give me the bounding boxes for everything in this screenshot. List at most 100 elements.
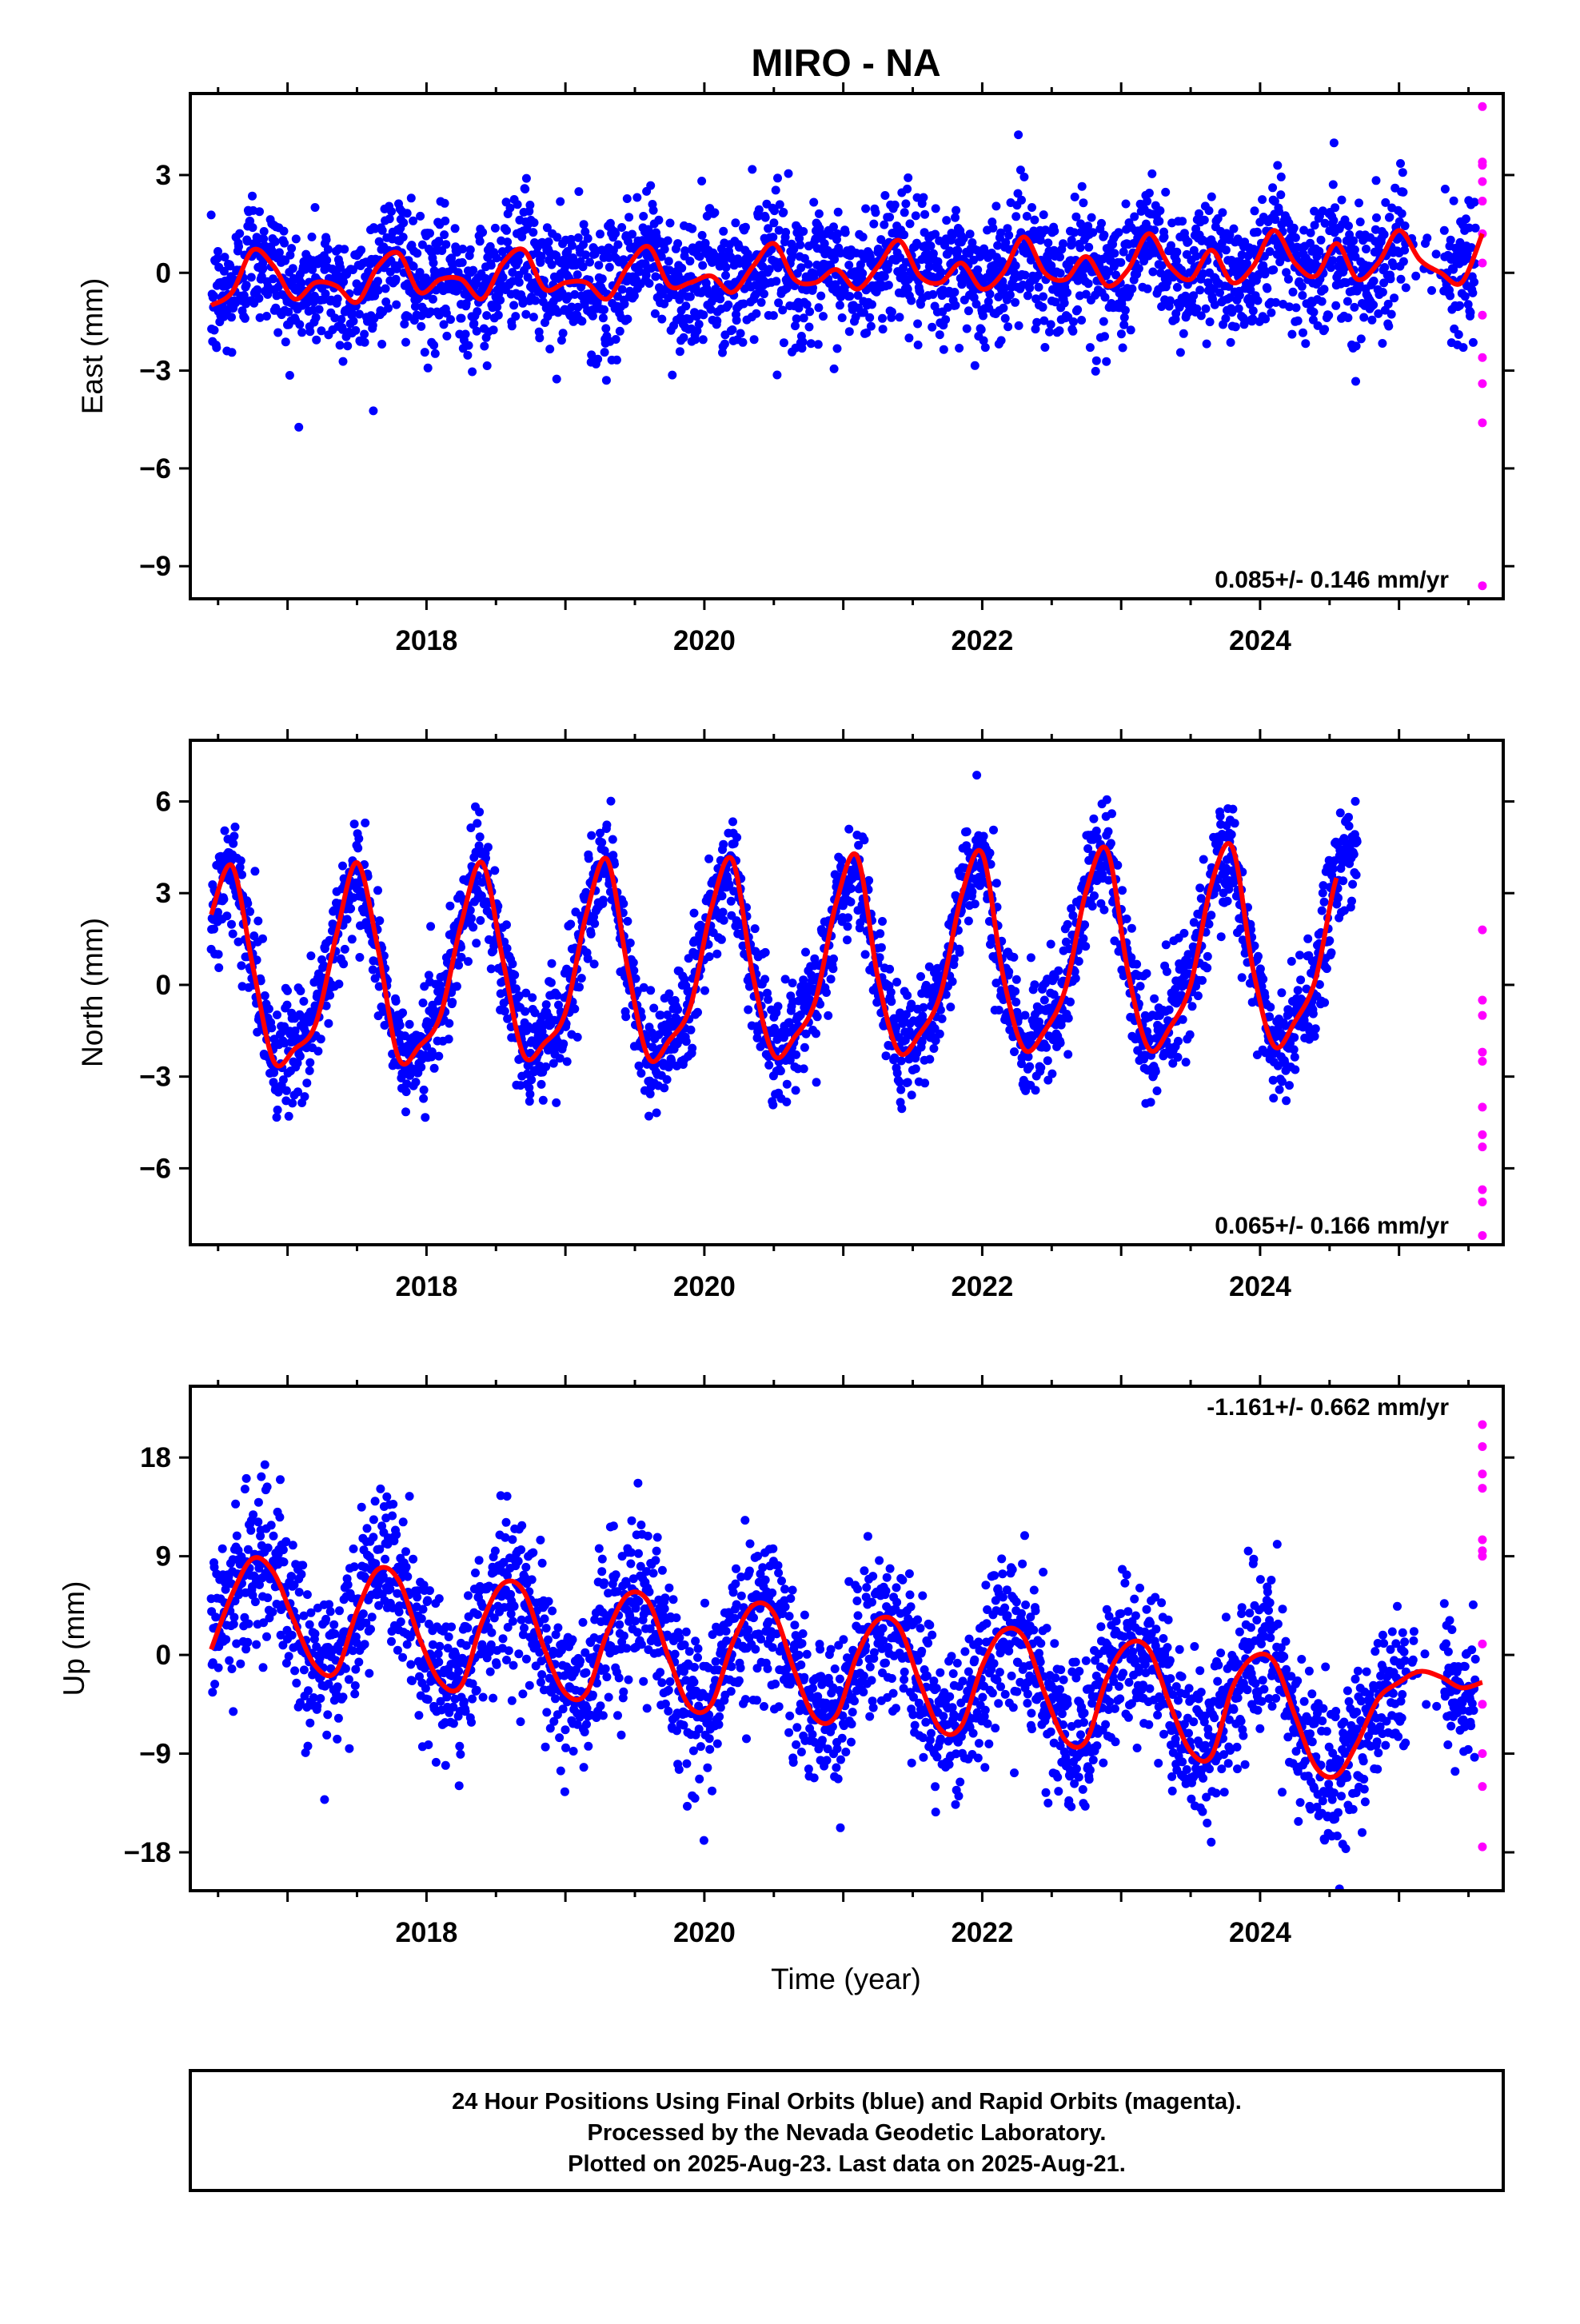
east-final-point xyxy=(1027,203,1036,212)
east-final-point xyxy=(403,209,412,217)
east-final-point xyxy=(680,246,689,255)
east-final-point xyxy=(1367,316,1376,325)
east-final-point xyxy=(834,208,843,217)
north-final-point xyxy=(764,1061,773,1070)
north-final-point xyxy=(503,944,512,953)
north-final-point xyxy=(644,1112,653,1121)
east-final-point xyxy=(440,230,449,239)
north-final-point xyxy=(673,1005,682,1014)
east-final-point xyxy=(254,294,263,303)
east-final-point xyxy=(442,332,451,341)
east-final-point xyxy=(234,242,243,251)
east-final-point xyxy=(1079,198,1087,207)
east-final-point xyxy=(941,315,950,324)
east-final-point xyxy=(805,307,814,316)
north-final-point xyxy=(876,929,884,938)
north-final-point xyxy=(454,961,463,970)
east-final-point xyxy=(1253,228,1262,237)
east-final-point xyxy=(1372,176,1381,185)
east-final-point xyxy=(780,338,788,347)
north-final-point xyxy=(472,939,481,947)
east-final-point xyxy=(545,345,554,353)
north-final-point xyxy=(599,895,608,904)
east-final-point xyxy=(1195,285,1204,294)
east-final-point xyxy=(896,313,904,321)
east-final-point xyxy=(1446,236,1455,245)
north-final-point xyxy=(548,959,557,968)
east-final-point xyxy=(728,325,737,334)
east-final-point xyxy=(1071,193,1079,201)
east-final-point xyxy=(1143,197,1151,205)
east-final-point xyxy=(269,274,277,283)
east-final-point xyxy=(1362,245,1371,253)
north-final-point xyxy=(375,916,384,925)
east-final-point xyxy=(664,237,672,245)
east-final-point xyxy=(1101,293,1110,301)
east-final-point xyxy=(297,279,306,288)
east-final-point xyxy=(940,345,948,354)
north-final-point xyxy=(541,1062,550,1071)
east-final-point xyxy=(1398,209,1406,218)
east-final-point xyxy=(463,351,472,360)
east-final-point xyxy=(429,341,438,349)
east-final-point xyxy=(646,181,655,190)
north-final-point xyxy=(1195,883,1204,892)
north-final-point xyxy=(929,1044,938,1053)
north-final-point xyxy=(602,820,611,829)
east-rapid-point xyxy=(1478,379,1486,388)
east-final-point xyxy=(698,231,707,240)
east-final-point xyxy=(399,218,408,227)
east-final-point xyxy=(1380,263,1389,272)
east-final-point xyxy=(336,341,345,349)
east-final-point xyxy=(361,338,369,347)
north-final-point xyxy=(1011,987,1019,996)
east-final-point xyxy=(487,261,496,269)
east-final-point xyxy=(401,338,410,347)
east-final-point xyxy=(736,329,745,338)
east-final-point xyxy=(845,327,854,336)
north-final-point xyxy=(800,1043,809,1052)
east-final-point xyxy=(928,290,937,299)
north-final-point xyxy=(325,991,334,1000)
north-final-point xyxy=(925,1055,934,1064)
north-final-point xyxy=(800,1064,808,1073)
east-final-point xyxy=(431,349,440,358)
east-final-point xyxy=(1227,338,1235,347)
east-final-point xyxy=(1343,297,1352,306)
north-final-point xyxy=(732,833,741,842)
north-final-point xyxy=(652,1109,661,1118)
north-final-point xyxy=(573,1033,582,1042)
east-final-point xyxy=(1455,301,1464,310)
east-final-point xyxy=(632,193,641,202)
north-final-point xyxy=(273,1106,282,1114)
east-final-point xyxy=(1422,233,1431,242)
east-final-point xyxy=(919,193,928,202)
north-final-point xyxy=(339,959,348,968)
north-final-point xyxy=(1127,924,1136,933)
east-final-point xyxy=(280,239,289,248)
north-final-point xyxy=(273,1011,281,1019)
north-final-point xyxy=(812,1078,821,1086)
east-final-point xyxy=(819,312,828,321)
east-final-point xyxy=(815,209,824,218)
east-final-point xyxy=(1084,279,1093,288)
east-final-point xyxy=(809,198,818,207)
north-final-point xyxy=(687,1026,696,1034)
east-final-point xyxy=(1184,237,1193,246)
east-final-point xyxy=(1063,289,1071,297)
east-final-point xyxy=(1115,228,1123,237)
east-final-point xyxy=(409,217,417,225)
east-final-point xyxy=(966,229,975,238)
north-final-point xyxy=(844,922,852,931)
north-final-point xyxy=(801,948,810,957)
east-final-point xyxy=(977,325,986,334)
east-final-point xyxy=(623,315,632,324)
east-final-point xyxy=(1087,213,1096,222)
north-final-point xyxy=(1011,998,1020,1007)
north-final-point xyxy=(720,916,728,925)
east-final-point xyxy=(1398,188,1407,197)
east-final-point xyxy=(903,185,912,193)
north-final-point xyxy=(306,951,315,960)
east-final-point xyxy=(1470,197,1479,206)
east-final-point xyxy=(568,241,577,250)
